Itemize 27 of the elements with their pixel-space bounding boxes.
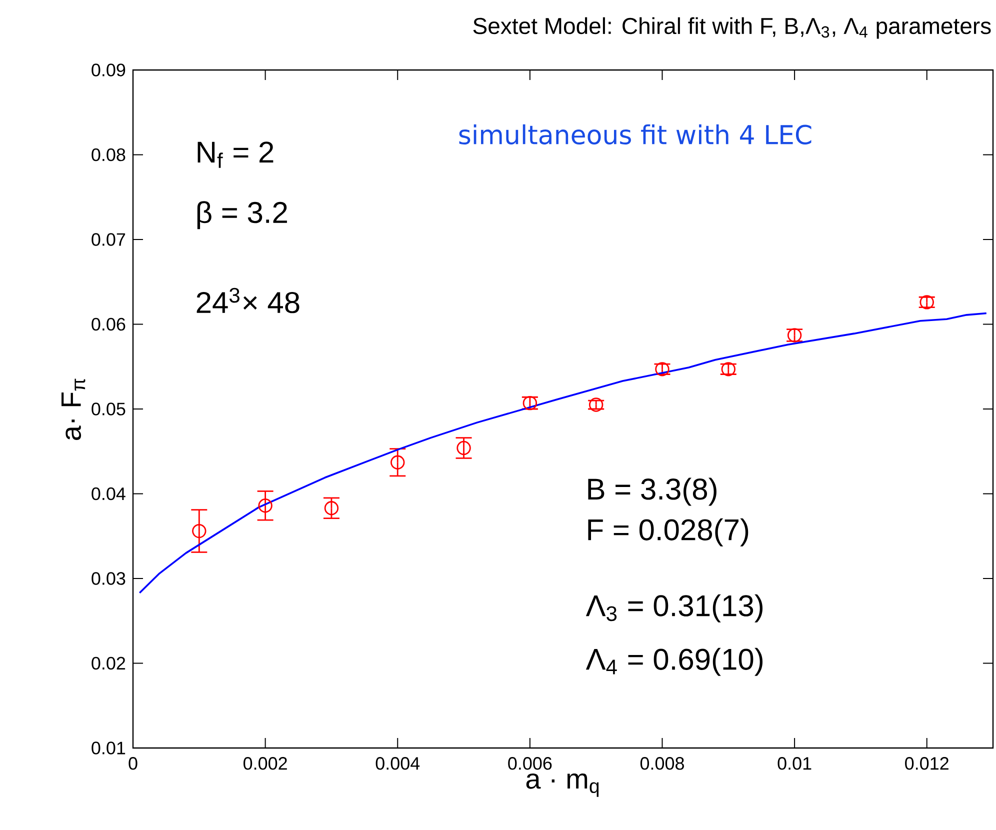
x-tick-label: 0: [128, 757, 138, 770]
y-tick-label: 0.06: [92, 318, 126, 331]
x-tick-label: 0.002: [244, 757, 287, 770]
y-tick-label: 0.05: [92, 402, 126, 416]
y-tick-label: 0.04: [92, 487, 126, 500]
x-axis-title: a · m$_{q}$: [526, 773, 599, 797]
annotation: Λ$_{4}$ = 0.69(10): [586, 648, 762, 676]
annotation: 24$^{3}$× 48: [196, 288, 300, 314]
annotation: Λ$_{3}$ = 0.31(13): [586, 594, 762, 622]
y-tick-label: 0.08: [92, 148, 126, 162]
annotation: β = 3.2: [197, 201, 287, 230]
chart-title: Sextet Model: Chiral fit with F, B,Λ$_{3}$, Λ$_{4}$ parameters: [473, 17, 991, 39]
y-tick-label: 0.03: [92, 572, 126, 585]
y-tick-label: 0.02: [92, 656, 126, 670]
y-tick-label: 0.09: [92, 64, 126, 76]
annotation: B = 3.3(8): [588, 478, 716, 506]
y-axis-title: a· F$_{π}$: [62, 378, 86, 440]
x-tick-label: 0.008: [640, 757, 684, 770]
y-tick-label: 0.07: [92, 233, 126, 246]
y-tick-label: 0.01: [92, 742, 126, 754]
annotation: N$_{f}$ = 2: [198, 142, 274, 168]
x-tick-label: 0.012: [905, 757, 948, 770]
x-tick-label: 0.004: [376, 757, 420, 770]
annotation: F = 0.028(7): [588, 518, 748, 546]
x-tick-label: 0.01: [778, 757, 812, 770]
annotation: simultaneous fit with 4 LEC: [459, 124, 812, 144]
x-tick-label: 0.006: [508, 757, 552, 770]
